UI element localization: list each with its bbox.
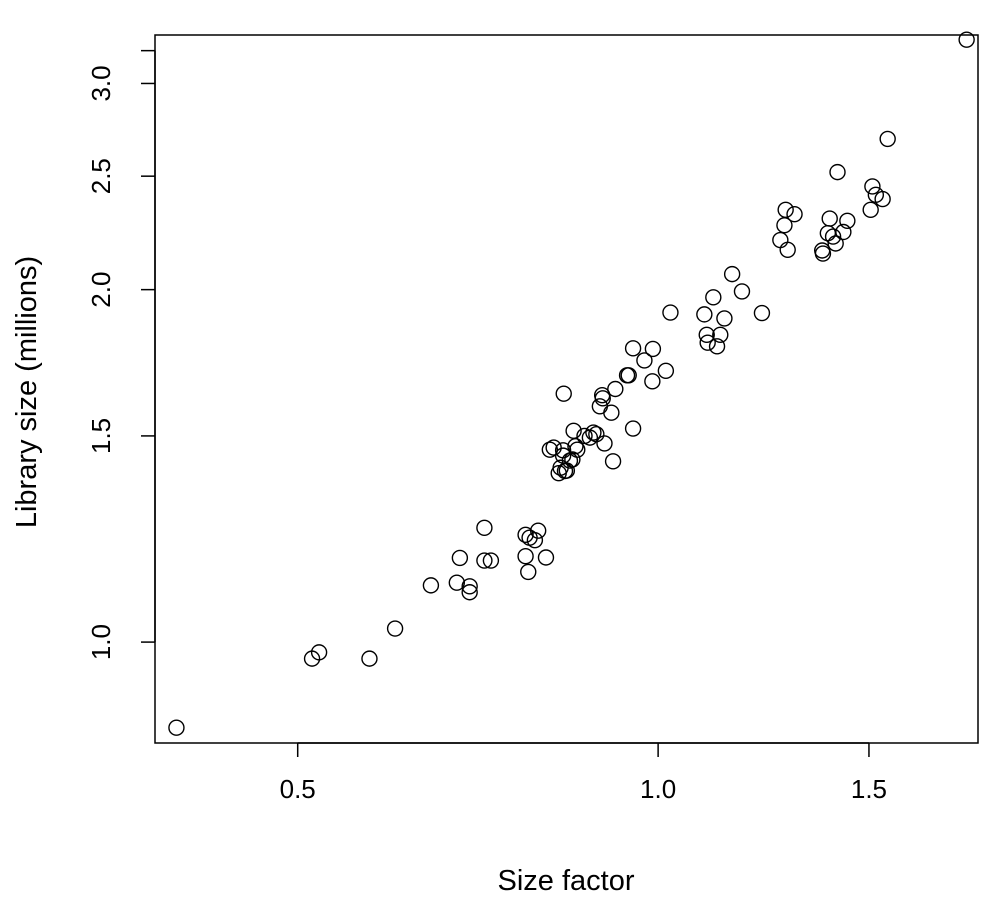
data-point bbox=[772, 231, 789, 249]
data-point bbox=[824, 228, 842, 245]
data-point bbox=[819, 224, 837, 242]
data-point bbox=[386, 620, 404, 637]
data-point bbox=[526, 531, 544, 549]
y-tick-label: 1.5 bbox=[86, 418, 116, 454]
data-point bbox=[476, 552, 493, 569]
data-point bbox=[839, 212, 856, 229]
data-point bbox=[696, 306, 713, 323]
y-tick-label: 3.0 bbox=[86, 65, 116, 101]
data-point bbox=[361, 650, 378, 667]
data-point bbox=[476, 519, 493, 537]
data-point bbox=[864, 178, 881, 195]
data-point bbox=[310, 644, 328, 661]
data-point bbox=[517, 548, 534, 565]
data-point bbox=[779, 241, 796, 258]
data-point bbox=[699, 334, 716, 351]
data-point bbox=[644, 373, 661, 390]
data-point bbox=[716, 310, 733, 327]
data-point bbox=[786, 205, 803, 223]
data-point bbox=[777, 201, 794, 219]
data-point bbox=[662, 304, 679, 321]
data-point bbox=[596, 435, 613, 452]
data-point bbox=[814, 245, 832, 262]
data-point bbox=[753, 304, 771, 322]
data-point bbox=[874, 190, 891, 208]
data-point bbox=[567, 437, 584, 455]
data-point bbox=[603, 404, 620, 421]
data-point bbox=[705, 289, 722, 306]
data-point bbox=[644, 340, 662, 358]
data-point bbox=[862, 201, 879, 219]
data-point bbox=[564, 451, 581, 468]
x-axis: 0.5 1.0 1.5 bbox=[280, 742, 887, 804]
data-point bbox=[835, 223, 852, 241]
data-point bbox=[604, 453, 622, 470]
y-tick-label: 2.0 bbox=[86, 272, 116, 308]
x-tick-label: 1.5 bbox=[851, 774, 887, 804]
data-points bbox=[168, 31, 975, 736]
y-axis: 1.0 1.5 2.0 2.5 3.0 bbox=[86, 49, 156, 660]
data-point bbox=[827, 235, 844, 252]
data-point bbox=[821, 210, 838, 227]
data-point bbox=[620, 367, 637, 384]
data-point bbox=[537, 549, 555, 566]
data-point bbox=[958, 31, 975, 48]
data-point bbox=[733, 283, 751, 300]
data-point bbox=[461, 584, 478, 601]
data-point bbox=[698, 326, 715, 344]
data-point bbox=[624, 420, 642, 437]
data-point bbox=[723, 265, 741, 283]
data-point bbox=[636, 352, 653, 369]
data-point bbox=[813, 242, 831, 259]
data-point bbox=[712, 326, 729, 344]
plot-frame bbox=[154, 34, 979, 744]
data-point bbox=[461, 578, 478, 595]
data-point bbox=[422, 577, 440, 594]
data-point bbox=[569, 441, 586, 458]
data-point bbox=[607, 380, 624, 398]
y-tick-label: 2.5 bbox=[86, 158, 116, 194]
data-point bbox=[585, 424, 602, 441]
data-point bbox=[555, 385, 572, 402]
x-axis-label: Size factor bbox=[498, 865, 635, 897]
data-point bbox=[451, 549, 469, 567]
data-point bbox=[448, 574, 466, 591]
data-point bbox=[545, 439, 562, 456]
data-point bbox=[879, 130, 896, 148]
data-point bbox=[594, 390, 611, 407]
data-point bbox=[517, 526, 534, 543]
data-point bbox=[829, 163, 846, 181]
data-point bbox=[624, 340, 642, 357]
data-point bbox=[529, 522, 547, 539]
data-point bbox=[558, 462, 576, 479]
x-tick-label: 0.5 bbox=[280, 774, 316, 804]
y-axis-label: Library size (millions) bbox=[11, 256, 43, 528]
x-tick-label: 1.0 bbox=[640, 774, 676, 804]
data-point bbox=[541, 441, 559, 458]
data-point bbox=[482, 552, 500, 569]
data-point bbox=[657, 362, 675, 379]
data-point bbox=[588, 426, 605, 443]
data-point bbox=[591, 398, 609, 415]
data-point bbox=[168, 719, 185, 736]
data-point bbox=[520, 563, 537, 581]
data-point bbox=[708, 338, 726, 355]
y-tick-label: 1.0 bbox=[86, 624, 116, 660]
